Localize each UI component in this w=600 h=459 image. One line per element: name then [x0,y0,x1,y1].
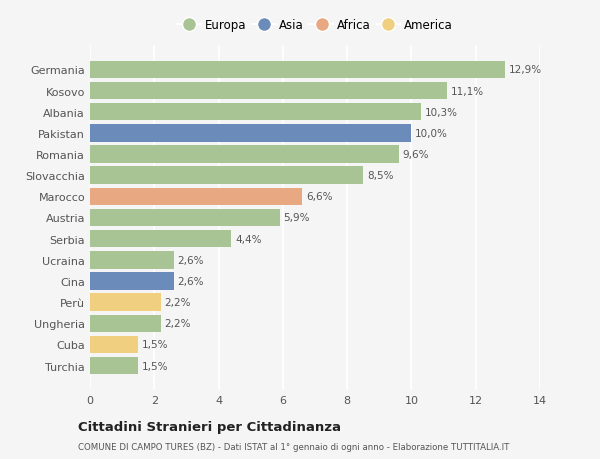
Bar [90,273,173,290]
Bar [90,104,421,121]
Text: 2,2%: 2,2% [164,297,191,308]
Bar [90,167,363,185]
Bar [90,209,280,227]
Text: 4,4%: 4,4% [235,234,262,244]
Text: 11,1%: 11,1% [451,86,484,96]
Bar [90,230,232,248]
Text: 10,3%: 10,3% [425,107,458,118]
Text: 5,9%: 5,9% [284,213,310,223]
Bar [90,357,138,375]
Bar [90,188,302,206]
Bar [90,294,161,311]
Bar [90,125,412,142]
Text: 2,6%: 2,6% [178,255,204,265]
Bar [90,83,447,100]
Text: 6,6%: 6,6% [306,192,332,202]
Text: 9,6%: 9,6% [403,150,429,160]
Text: 8,5%: 8,5% [367,171,394,181]
Bar [90,146,398,163]
Text: Cittadini Stranieri per Cittadinanza: Cittadini Stranieri per Cittadinanza [78,420,341,433]
Text: 1,5%: 1,5% [142,361,169,371]
Bar [90,336,138,353]
Legend: Europa, Asia, Africa, America: Europa, Asia, Africa, America [173,14,457,36]
Text: 2,2%: 2,2% [164,319,191,329]
Text: 10,0%: 10,0% [415,129,448,139]
Bar [90,315,161,332]
Bar [90,252,173,269]
Text: 2,6%: 2,6% [178,276,204,286]
Text: 12,9%: 12,9% [508,65,542,75]
Text: 1,5%: 1,5% [142,340,169,350]
Bar [90,62,505,79]
Text: COMUNE DI CAMPO TURES (BZ) - Dati ISTAT al 1° gennaio di ogni anno - Elaborazion: COMUNE DI CAMPO TURES (BZ) - Dati ISTAT … [78,442,509,451]
